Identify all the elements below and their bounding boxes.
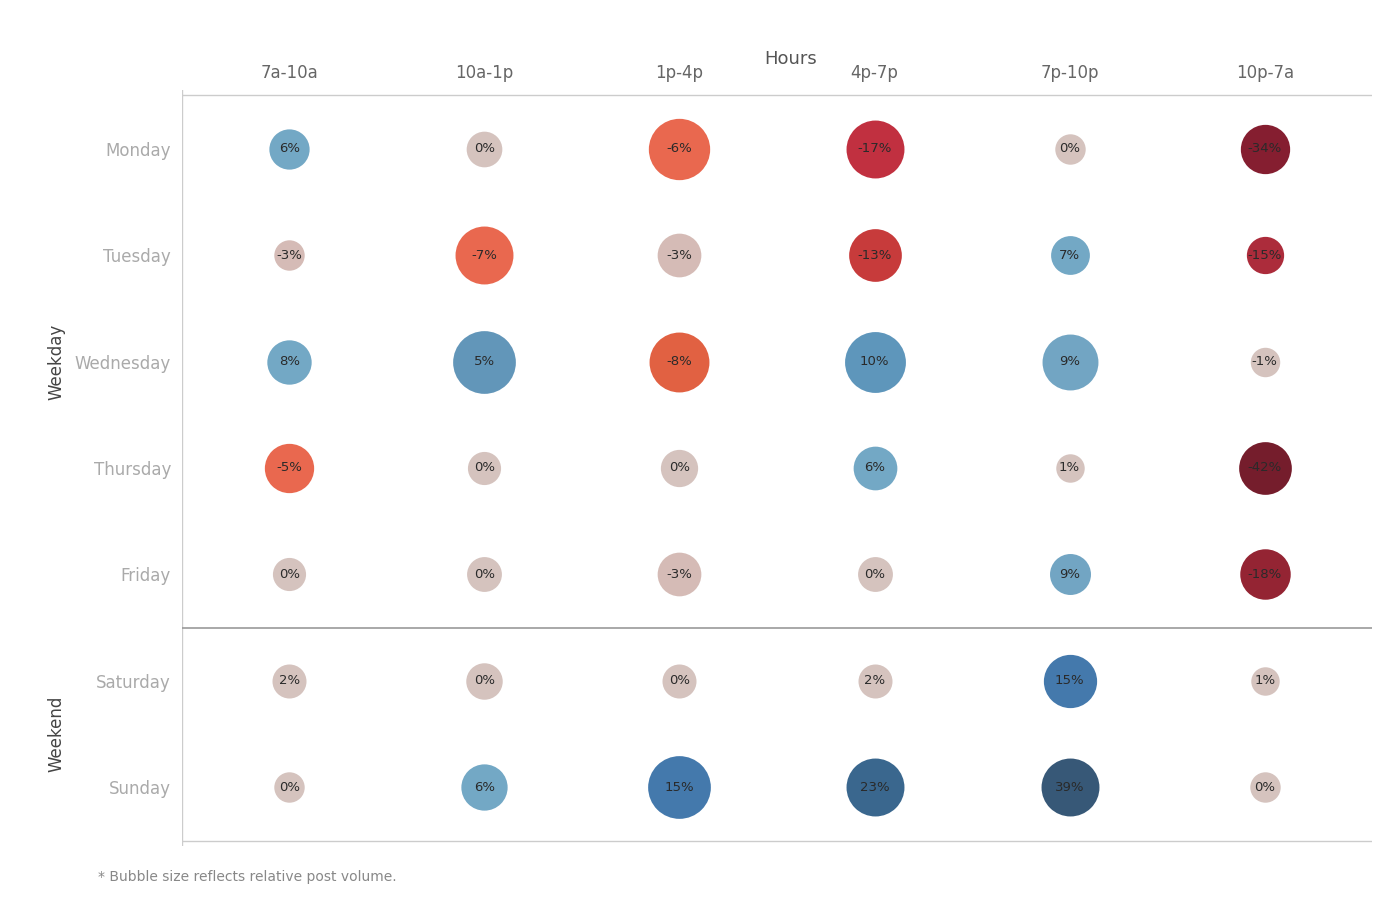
- Text: 0%: 0%: [1060, 142, 1081, 155]
- Point: [1253, 355, 1275, 369]
- Text: 0%: 0%: [279, 781, 300, 794]
- Point: [473, 567, 496, 581]
- Text: 1%: 1%: [1058, 462, 1081, 474]
- Text: 6%: 6%: [279, 142, 300, 155]
- Text: 2%: 2%: [279, 674, 300, 688]
- Point: [1058, 355, 1081, 369]
- Text: 7%: 7%: [1058, 248, 1081, 262]
- Text: 6%: 6%: [473, 781, 494, 794]
- Text: 0%: 0%: [279, 568, 300, 581]
- Text: * Bubble size reflects relative post volume.: * Bubble size reflects relative post vol…: [98, 870, 396, 885]
- Text: -17%: -17%: [857, 142, 892, 155]
- Text: -1%: -1%: [1252, 355, 1278, 368]
- Point: [473, 355, 496, 369]
- Text: 0%: 0%: [473, 462, 494, 474]
- Text: -18%: -18%: [1247, 568, 1282, 581]
- Text: -5%: -5%: [276, 462, 302, 474]
- Point: [1253, 780, 1275, 795]
- Text: -6%: -6%: [666, 142, 693, 155]
- Text: 0%: 0%: [473, 674, 494, 688]
- Text: 0%: 0%: [1254, 781, 1275, 794]
- Point: [1058, 567, 1081, 581]
- Text: -3%: -3%: [666, 248, 693, 262]
- Text: -42%: -42%: [1247, 462, 1282, 474]
- Text: Weekday: Weekday: [48, 323, 64, 400]
- Point: [864, 780, 886, 795]
- Point: [473, 461, 496, 475]
- Point: [864, 567, 886, 581]
- Text: 15%: 15%: [1054, 674, 1085, 688]
- Point: [864, 141, 886, 156]
- Point: [864, 461, 886, 475]
- Text: Hours: Hours: [764, 50, 818, 68]
- Text: Weekend: Weekend: [48, 696, 64, 772]
- Point: [668, 248, 690, 262]
- Text: -7%: -7%: [472, 248, 497, 262]
- Point: [279, 355, 301, 369]
- Point: [1058, 248, 1081, 262]
- Text: 0%: 0%: [473, 142, 494, 155]
- Text: 1%: 1%: [1254, 674, 1275, 688]
- Text: 23%: 23%: [860, 781, 889, 794]
- Text: 5%: 5%: [473, 355, 496, 368]
- Text: 2%: 2%: [864, 674, 885, 688]
- Text: 10%: 10%: [860, 355, 889, 368]
- Point: [1253, 674, 1275, 688]
- Text: 0%: 0%: [669, 462, 690, 474]
- Point: [1058, 461, 1081, 475]
- Point: [668, 674, 690, 688]
- Text: -3%: -3%: [666, 568, 693, 581]
- Point: [279, 780, 301, 795]
- Point: [1253, 461, 1275, 475]
- Point: [279, 567, 301, 581]
- Text: 0%: 0%: [669, 674, 690, 688]
- Text: 15%: 15%: [665, 781, 694, 794]
- Text: 39%: 39%: [1054, 781, 1085, 794]
- Point: [864, 355, 886, 369]
- Point: [1253, 141, 1275, 156]
- Point: [668, 355, 690, 369]
- Point: [279, 141, 301, 156]
- Text: -3%: -3%: [276, 248, 302, 262]
- Text: 9%: 9%: [1060, 568, 1081, 581]
- Point: [473, 674, 496, 688]
- Point: [279, 248, 301, 262]
- Point: [279, 461, 301, 475]
- Text: -8%: -8%: [666, 355, 693, 368]
- Point: [1253, 567, 1275, 581]
- Point: [1058, 780, 1081, 795]
- Point: [279, 674, 301, 688]
- Text: 0%: 0%: [864, 568, 885, 581]
- Point: [1058, 141, 1081, 156]
- Point: [473, 780, 496, 795]
- Point: [668, 567, 690, 581]
- Text: 6%: 6%: [864, 462, 885, 474]
- Point: [668, 141, 690, 156]
- Text: -34%: -34%: [1247, 142, 1282, 155]
- Text: 0%: 0%: [473, 568, 494, 581]
- Point: [1058, 674, 1081, 688]
- Point: [864, 248, 886, 262]
- Point: [668, 461, 690, 475]
- Text: 9%: 9%: [1060, 355, 1081, 368]
- Point: [473, 141, 496, 156]
- Point: [1253, 248, 1275, 262]
- Text: -15%: -15%: [1247, 248, 1282, 262]
- Text: -13%: -13%: [857, 248, 892, 262]
- Text: 8%: 8%: [279, 355, 300, 368]
- Point: [473, 248, 496, 262]
- Point: [668, 780, 690, 795]
- Point: [864, 674, 886, 688]
